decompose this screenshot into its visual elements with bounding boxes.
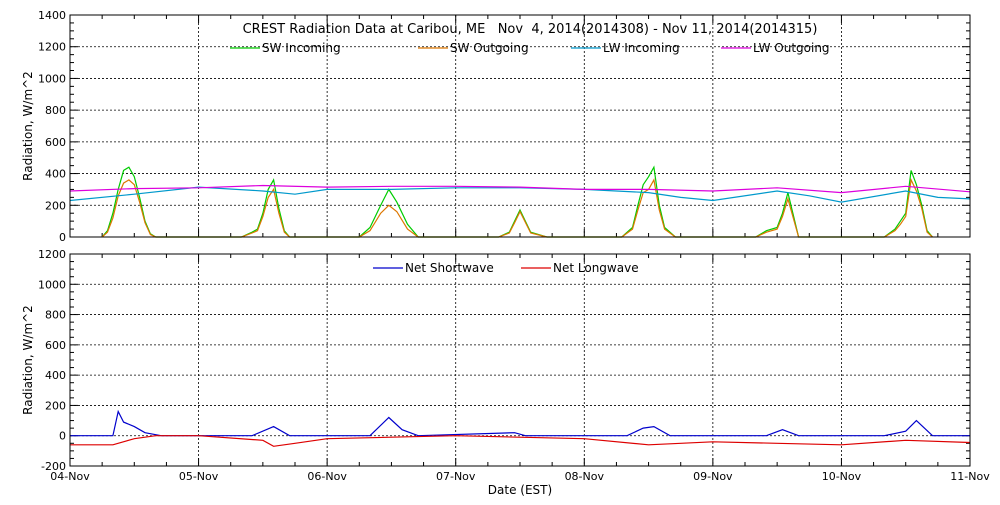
series-line-net-shortwave xyxy=(70,409,970,437)
x-tick-label: 07-Nov xyxy=(436,470,476,483)
y-tick-label: 400 xyxy=(45,168,66,181)
y-tick-label: 600 xyxy=(45,339,66,352)
bottom-series xyxy=(70,409,971,447)
legend-label-lw-incoming: LW Incoming xyxy=(603,41,680,55)
top-panel: 0 200 400 600 800 1000 1200 1400 CREST Radiatio… xyxy=(21,9,971,244)
bottom-panel: -200 0 200 400 600 800 1000 1200 Radiation, W/m… xyxy=(21,248,990,497)
y-tick-label: 1000 xyxy=(38,72,66,85)
y-tick-label: 800 xyxy=(45,309,66,322)
x-tick-labels: 04-Nov 05-Nov 06-Nov 07-Nov 08-Nov 09-Nov 10-N… xyxy=(50,470,990,483)
y-tick-label: -200 xyxy=(41,460,66,473)
y-tick-label: 1200 xyxy=(38,41,66,54)
y-tick-label: 1400 xyxy=(38,9,66,22)
bottom-ticks: -200 0 200 400 600 800 1000 1200 xyxy=(38,248,971,473)
series-line-sw-outgoing xyxy=(101,177,933,238)
top-series xyxy=(69,165,971,238)
legend-label-lw-outgoing: LW Outgoing xyxy=(753,41,830,55)
series-line-net-longwave xyxy=(70,435,971,447)
y-tick-label: 200 xyxy=(45,399,66,412)
x-tick-label: 06-Nov xyxy=(307,470,347,483)
bottom-y-axis-label: Radiation, W/m^2 xyxy=(21,305,35,415)
legend-label-net-longwave: Net Longwave xyxy=(553,261,639,275)
x-axis-label: Date (EST) xyxy=(488,483,552,497)
x-tick-label: 09-Nov xyxy=(693,470,733,483)
series-line-lw-outgoing xyxy=(69,184,971,194)
x-tick-label: 08-Nov xyxy=(565,470,605,483)
chart-title: CREST Radiation Data at Caribou, ME Nov … xyxy=(243,22,818,37)
y-tick-label: 400 xyxy=(45,369,66,382)
bottom-plot-frame xyxy=(69,253,971,467)
y-tick-label: 800 xyxy=(45,104,66,117)
top-legend: SW Incoming SW Outgoing LW Incoming LW Outg… xyxy=(230,41,830,55)
x-tick-label: 10-Nov xyxy=(822,470,862,483)
y-tick-label: 600 xyxy=(45,136,66,149)
x-tick-label: 11-Nov xyxy=(950,470,990,483)
x-tick-label: 04-Nov xyxy=(50,470,90,483)
y-tick-label: 200 xyxy=(45,199,66,212)
top-y-axis-label: Radiation, W/m^2 xyxy=(21,71,35,181)
legend-label-sw-outgoing: SW Outgoing xyxy=(450,41,529,55)
legend-label-sw-incoming: SW Incoming xyxy=(262,41,341,55)
bottom-legend: Net Shortwave Net Longwave xyxy=(373,261,639,275)
top-plot-frame xyxy=(69,14,971,238)
y-tick-label: 1200 xyxy=(38,248,66,261)
legend-label-net-shortwave: Net Shortwave xyxy=(405,261,494,275)
top-grid xyxy=(70,15,970,237)
y-tick-label: 1000 xyxy=(38,278,66,291)
x-tick-label: 05-Nov xyxy=(179,470,219,483)
y-tick-label: 0 xyxy=(59,231,66,244)
y-tick-label: 0 xyxy=(59,430,66,443)
